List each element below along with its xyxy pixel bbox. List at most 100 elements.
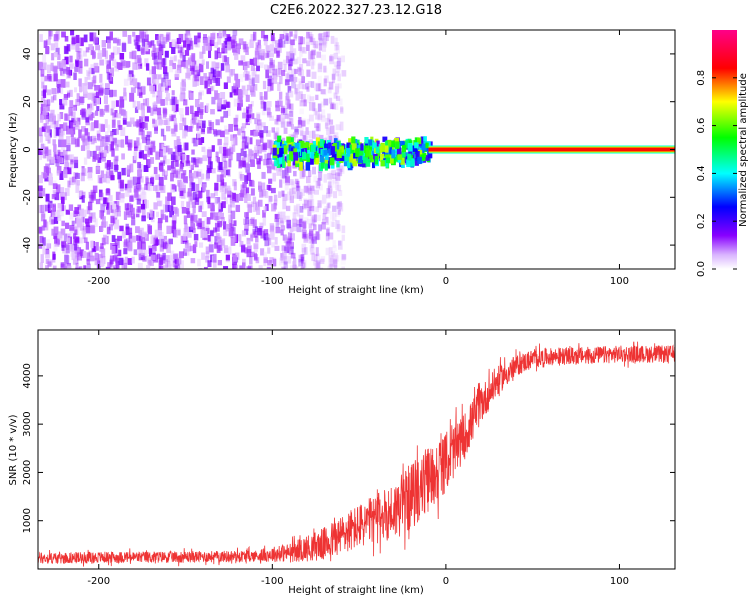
heatmap-cell bbox=[246, 266, 252, 269]
heatmap-cell bbox=[197, 131, 201, 139]
heatmap-cell bbox=[253, 231, 258, 238]
heatmap-cell bbox=[246, 42, 251, 49]
heatmap-cell bbox=[121, 167, 127, 176]
heatmap-cell bbox=[216, 174, 222, 183]
heatmap-cell bbox=[245, 217, 250, 225]
heatmap-cell bbox=[229, 199, 235, 208]
heatmap-cell bbox=[282, 251, 287, 260]
heatmap-cell bbox=[84, 128, 89, 136]
heatmap-cell bbox=[146, 131, 152, 138]
heatmap-cell bbox=[335, 220, 340, 229]
heatmap-cell bbox=[177, 144, 182, 153]
heatmap-cell bbox=[150, 176, 155, 184]
heatmap-cell bbox=[162, 252, 166, 261]
heatmap-cell bbox=[101, 136, 105, 142]
heatmap-cell bbox=[309, 205, 315, 212]
heatmap-cell bbox=[246, 193, 251, 202]
heatmap-cell bbox=[116, 62, 121, 69]
heatmap-cell bbox=[384, 145, 389, 153]
heatmap-cell bbox=[175, 229, 181, 236]
heatmap-cell bbox=[125, 188, 130, 197]
heatmap-cell bbox=[64, 81, 70, 88]
heatmap-cell bbox=[213, 253, 217, 263]
heatmap-cell bbox=[68, 120, 73, 130]
heatmap-cell bbox=[110, 205, 114, 213]
heatmap-cell bbox=[334, 102, 339, 110]
heatmap-cell bbox=[97, 157, 102, 163]
heatmap-cell bbox=[332, 253, 338, 259]
heatmap-cell bbox=[205, 255, 210, 263]
heatmap-cell bbox=[264, 91, 268, 100]
heatmap-cell bbox=[69, 212, 74, 220]
heatmap-cell bbox=[137, 168, 141, 176]
heatmap-cell bbox=[153, 73, 158, 83]
heatmap-cell bbox=[58, 233, 63, 241]
heatmap-cell bbox=[225, 224, 231, 232]
heatmap-cell bbox=[268, 146, 272, 153]
heatmap-cell bbox=[302, 231, 308, 239]
heatmap-cell bbox=[177, 179, 182, 187]
heatmap-cell bbox=[42, 237, 46, 246]
heatmap-cell bbox=[254, 117, 258, 125]
heatmap-cell bbox=[285, 73, 289, 83]
heatmap-cell bbox=[141, 85, 145, 94]
heatmap-cell bbox=[80, 172, 85, 182]
heatmap-cell bbox=[137, 194, 142, 202]
heatmap-cell bbox=[257, 119, 262, 126]
heatmap-cell bbox=[311, 49, 316, 56]
heatmap-cell bbox=[320, 109, 326, 118]
heatmap-cell bbox=[221, 43, 226, 52]
heatmap-cell bbox=[51, 219, 55, 225]
heatmap-cell bbox=[198, 205, 202, 213]
heatmap-cell bbox=[66, 67, 71, 75]
heatmap-cell bbox=[175, 168, 181, 175]
heatmap-cell bbox=[283, 127, 288, 134]
heatmap-cell bbox=[191, 201, 196, 208]
heatmap-cell bbox=[152, 90, 156, 98]
heatmap-cell bbox=[61, 31, 66, 38]
heatmap-cell bbox=[275, 141, 281, 149]
heatmap-cell bbox=[157, 55, 162, 65]
heatmap-cell bbox=[177, 148, 183, 157]
heatmap-cell bbox=[53, 151, 57, 161]
heatmap-cell bbox=[180, 46, 184, 56]
heatmap-cell bbox=[150, 254, 156, 261]
heatmap-cell bbox=[323, 174, 327, 183]
heatmap-cell bbox=[73, 178, 78, 185]
heatmap-cell bbox=[179, 190, 184, 196]
heatmap-cell bbox=[281, 69, 286, 77]
heatmap-cell bbox=[42, 62, 47, 71]
heatmap-cell bbox=[285, 176, 290, 186]
heatmap-cell bbox=[233, 83, 237, 90]
heatmap-cell bbox=[63, 122, 68, 131]
heatmap-cell bbox=[72, 258, 77, 265]
heatmap-cell bbox=[43, 99, 47, 109]
heatmap-cell bbox=[173, 139, 177, 149]
heatmap-cell bbox=[161, 143, 166, 150]
heatmap-cell bbox=[151, 66, 156, 75]
heatmap-cell bbox=[241, 141, 247, 150]
heatmap-cell bbox=[289, 44, 294, 54]
heatmap-cell bbox=[93, 137, 97, 144]
heatmap-cell bbox=[106, 160, 111, 167]
heatmap-cell bbox=[153, 166, 158, 175]
heatmap-cell bbox=[85, 141, 90, 150]
heatmap-cell bbox=[256, 206, 261, 215]
heatmap-cell bbox=[290, 124, 295, 130]
heatmap-cell bbox=[323, 67, 328, 74]
heatmap-cell bbox=[169, 250, 175, 259]
heatmap-cell bbox=[73, 72, 77, 81]
heatmap-cell bbox=[222, 45, 228, 54]
heatmap-cell bbox=[190, 164, 194, 170]
heatmap-cell bbox=[216, 156, 221, 163]
heatmap-cell bbox=[183, 215, 188, 225]
heatmap-cell bbox=[266, 101, 272, 107]
heatmap-cell bbox=[66, 237, 71, 244]
y-tick-label: 0 bbox=[22, 146, 33, 152]
heatmap-cell bbox=[115, 155, 119, 162]
heatmap-cell bbox=[272, 147, 277, 156]
heatmap-cell bbox=[267, 195, 272, 204]
heatmap-cell bbox=[180, 87, 186, 95]
heatmap-cell bbox=[101, 40, 107, 48]
heatmap-cell bbox=[166, 244, 171, 253]
